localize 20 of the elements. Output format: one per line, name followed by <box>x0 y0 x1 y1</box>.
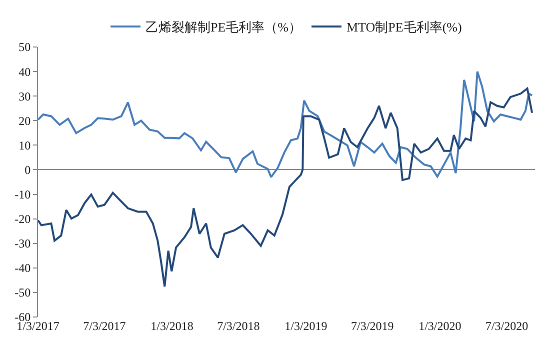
x-tick-label: 7/3/2018 <box>217 319 260 333</box>
y-tick-label: -50 <box>14 286 31 300</box>
x-tick-label: 1/3/2019 <box>284 319 328 333</box>
y-tick-label: 30 <box>18 89 31 104</box>
y-tick-label: -40 <box>14 261 31 276</box>
legend-label: 乙烯裂解制PE毛利率（%） <box>146 20 302 35</box>
y-tick-label: 40 <box>18 64 31 79</box>
x-tick-label: 7/3/2020 <box>485 319 528 333</box>
x-tick-label: 7/3/2017 <box>83 319 126 333</box>
y-tick-label: 20 <box>18 114 31 128</box>
y-tick-label: -20 <box>14 212 31 226</box>
y-tick-label: -30 <box>14 236 31 251</box>
x-tick-label: 7/3/2019 <box>351 319 394 333</box>
x-tick-label: 1/3/2020 <box>418 319 462 333</box>
y-tick-label: 0 <box>24 162 31 177</box>
y-tick-label: 10 <box>18 138 31 152</box>
x-tick-label: 1/3/2018 <box>150 319 194 333</box>
y-tick-label: -10 <box>14 187 31 202</box>
y-tick-label: 50 <box>18 40 31 54</box>
legend-label: MTO制PE毛利率(%) <box>346 20 462 35</box>
